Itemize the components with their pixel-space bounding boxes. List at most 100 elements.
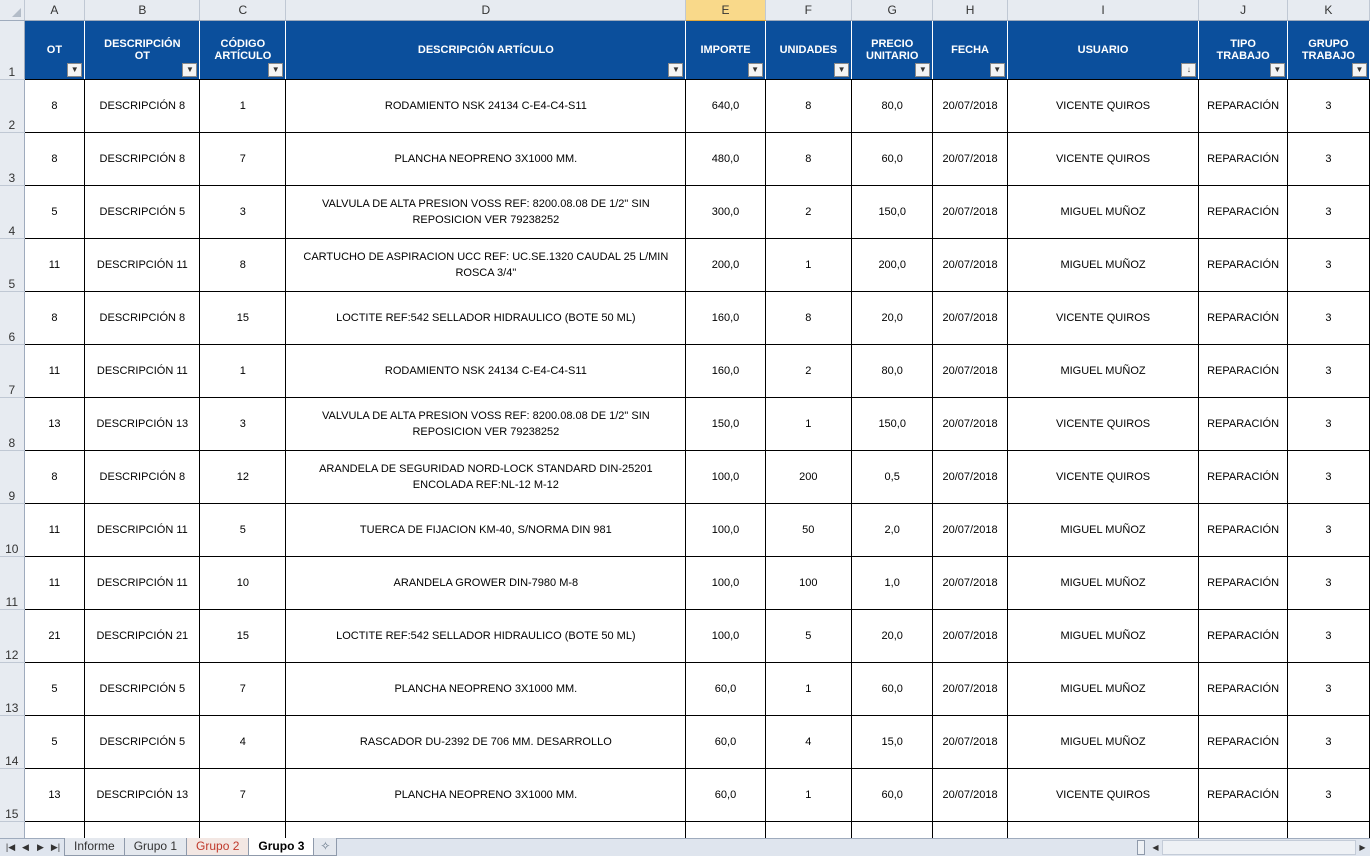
- row-header[interactable]: 10: [0, 503, 25, 557]
- table-cell[interactable]: MIGUEL MUÑOZ: [1007, 715, 1200, 769]
- row-header[interactable]: 14: [0, 715, 25, 769]
- table-cell[interactable]: 20,0: [851, 609, 934, 663]
- table-cell[interactable]: 8: [199, 238, 287, 292]
- table-cell[interactable]: 21: [24, 609, 86, 663]
- column-header-k[interactable]: K: [1287, 0, 1370, 21]
- row-header[interactable]: 5: [0, 238, 25, 292]
- table-cell[interactable]: DESCRIPCIÓN 13: [84, 768, 201, 822]
- table-cell[interactable]: [24, 821, 86, 838]
- sheet-tab[interactable]: Grupo 1: [123, 838, 188, 856]
- first-sheet-icon[interactable]: |◀: [5, 842, 16, 852]
- header-cell[interactable]: USUARIO ↓: [1007, 20, 1200, 80]
- table-cell[interactable]: 20/07/2018: [932, 556, 1008, 610]
- table-cell[interactable]: 200: [765, 450, 853, 504]
- table-cell[interactable]: 3: [1287, 556, 1370, 610]
- table-cell[interactable]: 15: [199, 291, 287, 345]
- table-cell[interactable]: 11: [24, 344, 86, 398]
- table-cell[interactable]: 3: [1287, 291, 1370, 345]
- last-sheet-icon[interactable]: ▶|: [50, 842, 61, 852]
- table-cell[interactable]: 1: [765, 238, 853, 292]
- row-header[interactable]: 9: [0, 450, 25, 504]
- table-cell[interactable]: 20/07/2018: [932, 662, 1008, 716]
- table-cell[interactable]: ARANDELA GROWER DIN-7980 M-8: [285, 556, 687, 610]
- table-cell[interactable]: DESCRIPCIÓN 5: [84, 662, 201, 716]
- table-cell[interactable]: 100,0: [685, 609, 766, 663]
- row-header[interactable]: 3: [0, 132, 25, 186]
- table-cell[interactable]: 20/07/2018: [932, 344, 1008, 398]
- table-cell[interactable]: VALVULA DE ALTA PRESION VOSS REF: 8200.0…: [285, 185, 687, 239]
- table-cell[interactable]: DESCRIPCIÓN 11: [84, 238, 201, 292]
- table-cell[interactable]: DESCRIPCIÓN 5: [84, 185, 201, 239]
- table-cell[interactable]: MIGUEL MUÑOZ: [1007, 344, 1200, 398]
- table-cell[interactable]: 200,0: [685, 238, 766, 292]
- table-cell[interactable]: 1: [199, 344, 287, 398]
- table-cell[interactable]: VICENTE QUIROS: [1007, 132, 1200, 186]
- table-cell[interactable]: 20/07/2018: [932, 609, 1008, 663]
- table-cell[interactable]: 5: [199, 503, 287, 557]
- table-cell[interactable]: 5: [765, 609, 853, 663]
- table-cell[interactable]: 0,5: [851, 450, 934, 504]
- table-cell[interactable]: 5: [24, 662, 86, 716]
- table-cell[interactable]: REPARACIÓN: [1198, 132, 1288, 186]
- table-cell[interactable]: DESCRIPCIÓN 8: [84, 291, 201, 345]
- table-cell[interactable]: 1: [765, 397, 853, 451]
- table-cell[interactable]: DESCRIPCIÓN 11: [84, 344, 201, 398]
- table-cell[interactable]: PLANCHA NEOPRENO 3X1000 MM.: [285, 768, 687, 822]
- table-cell[interactable]: [851, 821, 934, 838]
- table-cell[interactable]: 150,0: [851, 185, 934, 239]
- filter-dropdown-icon[interactable]: ▼: [182, 63, 198, 77]
- column-header-j[interactable]: J: [1198, 0, 1288, 21]
- filter-dropdown-icon[interactable]: ▼: [989, 63, 1005, 77]
- filter-dropdown-icon[interactable]: ↓: [1181, 63, 1197, 77]
- table-cell[interactable]: 15: [199, 609, 287, 663]
- table-cell[interactable]: 20/07/2018: [932, 79, 1008, 133]
- table-cell[interactable]: 12: [199, 450, 287, 504]
- table-cell[interactable]: REPARACIÓN: [1198, 291, 1288, 345]
- table-cell[interactable]: REPARACIÓN: [1198, 715, 1288, 769]
- table-cell[interactable]: 50: [765, 503, 853, 557]
- table-cell[interactable]: REPARACIÓN: [1198, 450, 1288, 504]
- table-cell[interactable]: 2,0: [851, 503, 934, 557]
- table-cell[interactable]: PLANCHA NEOPRENO 3X1000 MM.: [285, 132, 687, 186]
- table-cell[interactable]: REPARACIÓN: [1198, 185, 1288, 239]
- row-header[interactable]: 1: [0, 20, 25, 80]
- table-cell[interactable]: 20/07/2018: [932, 132, 1008, 186]
- table-cell[interactable]: RASCADOR DU-2392 DE 706 MM. DESARROLLO: [285, 715, 687, 769]
- header-cell[interactable]: GRUPO TRABAJO ▼: [1287, 20, 1370, 80]
- select-all-corner[interactable]: [0, 0, 25, 21]
- column-header-e[interactable]: E: [685, 0, 766, 21]
- table-cell[interactable]: [685, 821, 766, 838]
- row-header[interactable]: 8: [0, 397, 25, 451]
- filter-dropdown-icon[interactable]: ▼: [747, 63, 763, 77]
- table-cell[interactable]: REPARACIÓN: [1198, 768, 1288, 822]
- table-cell[interactable]: [1287, 821, 1370, 838]
- filter-dropdown-icon[interactable]: ▼: [668, 63, 684, 77]
- table-cell[interactable]: MIGUEL MUÑOZ: [1007, 185, 1200, 239]
- table-cell[interactable]: 8: [24, 450, 86, 504]
- table-cell[interactable]: RODAMIENTO NSK 24134 C-E4-C4-S11: [285, 79, 687, 133]
- table-cell[interactable]: 480,0: [685, 132, 766, 186]
- table-cell[interactable]: 8: [24, 291, 86, 345]
- header-cell[interactable]: UNIDADES ▼: [765, 20, 853, 80]
- table-cell[interactable]: DESCRIPCIÓN 21: [84, 609, 201, 663]
- filter-dropdown-icon[interactable]: ▼: [1352, 63, 1367, 77]
- table-cell[interactable]: 4: [199, 715, 287, 769]
- sheet-tab[interactable]: Grupo 2: [186, 838, 250, 856]
- next-sheet-icon[interactable]: ▶: [37, 842, 44, 852]
- table-cell[interactable]: 1,0: [851, 556, 934, 610]
- table-cell[interactable]: REPARACIÓN: [1198, 609, 1288, 663]
- table-cell[interactable]: 1: [765, 768, 853, 822]
- table-cell[interactable]: 100,0: [685, 503, 766, 557]
- table-cell[interactable]: 150,0: [851, 397, 934, 451]
- table-cell[interactable]: 3: [1287, 450, 1370, 504]
- table-cell[interactable]: VICENTE QUIROS: [1007, 397, 1200, 451]
- table-cell[interactable]: 11: [24, 503, 86, 557]
- table-cell[interactable]: [1007, 821, 1200, 838]
- table-cell[interactable]: 3: [1287, 768, 1370, 822]
- table-cell[interactable]: MIGUEL MUÑOZ: [1007, 609, 1200, 663]
- table-cell[interactable]: 7: [199, 768, 287, 822]
- header-cell[interactable]: CÓDIGO ARTÍCULO ▼: [199, 20, 287, 80]
- table-cell[interactable]: 3: [199, 185, 287, 239]
- table-cell[interactable]: 100: [765, 556, 853, 610]
- table-cell[interactable]: DESCRIPCIÓN 8: [84, 132, 201, 186]
